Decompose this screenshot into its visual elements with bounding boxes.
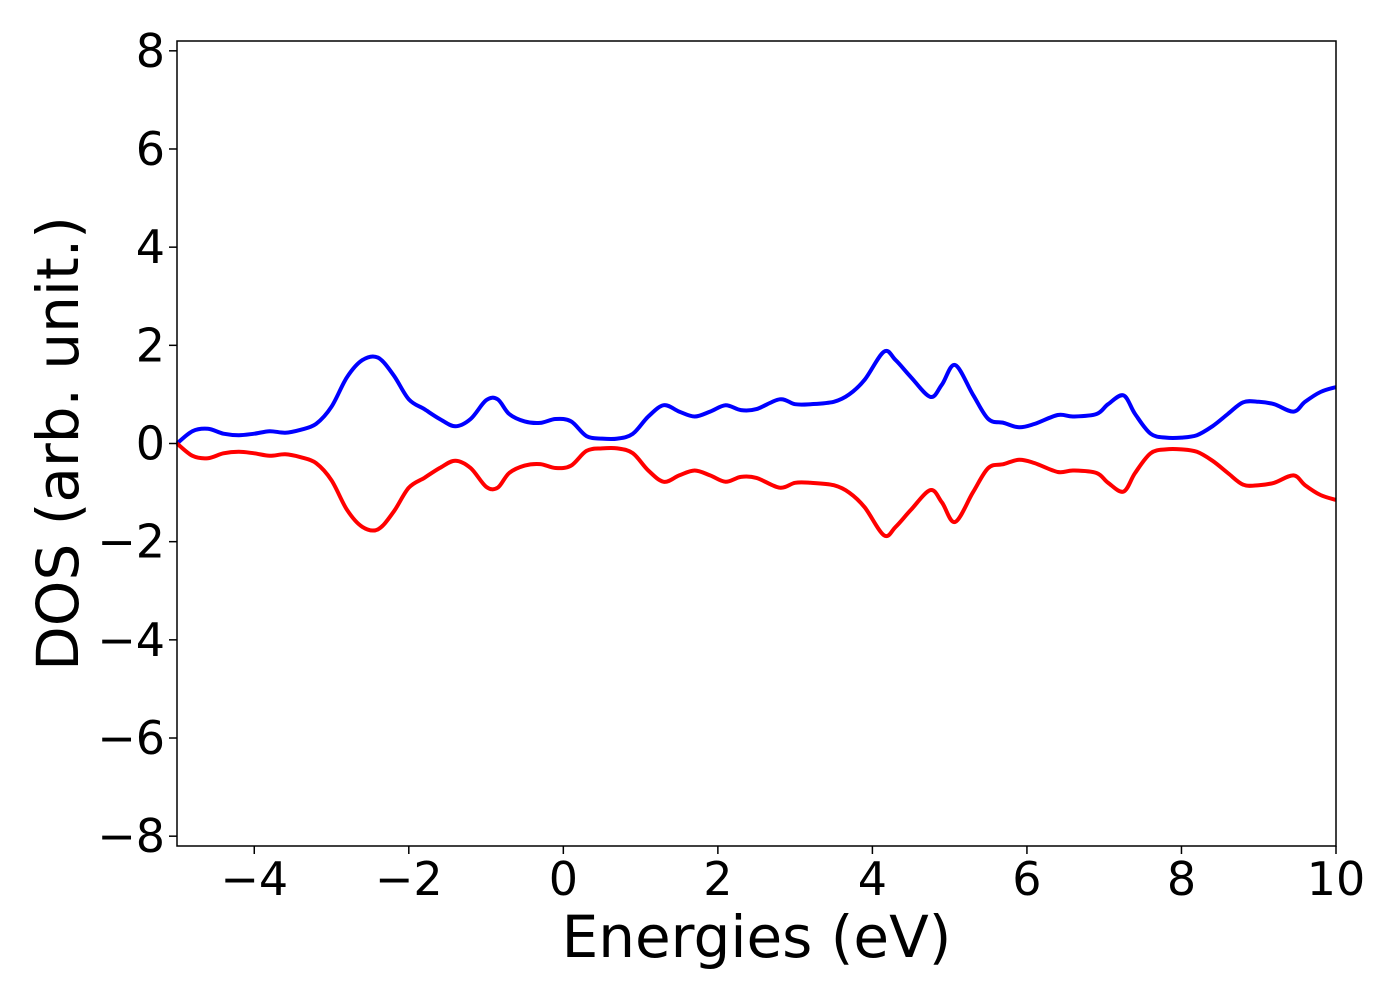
series-layer (175, 348, 1337, 539)
y-tick-label: 2 (136, 318, 165, 372)
y-tick-label: 6 (136, 122, 165, 176)
dos-spin-up-line (175, 348, 1337, 446)
y-tick-label: 4 (136, 220, 165, 274)
y-tick-label: 0 (136, 417, 165, 471)
x-tick-label: −4 (220, 852, 288, 906)
x-tick-label: 4 (858, 852, 887, 906)
y-tick-label: −2 (97, 515, 165, 569)
y-tick-label: 8 (136, 24, 165, 78)
x-tick-label: 6 (1012, 852, 1041, 906)
y-tick-label: −6 (97, 711, 165, 765)
y-axis-ticks: 8 6 4 2 0 −2 −4 −6 −8 (97, 24, 177, 863)
x-axis-ticks: −4 −2 0 2 4 6 8 10 (220, 846, 1365, 906)
x-tick-label: 8 (1167, 852, 1196, 906)
dos-spin-down-line (175, 441, 1337, 539)
x-tick-label: −2 (375, 852, 443, 906)
y-tick-label: −8 (97, 809, 165, 863)
x-tick-label: 0 (549, 852, 578, 906)
y-axis-label: DOS (arb. unit.) (24, 216, 92, 671)
y-tick-label: −4 (97, 613, 165, 667)
x-tick-label: 10 (1307, 852, 1366, 906)
x-axis-label: Energies (eV) (562, 903, 952, 971)
x-tick-label: 2 (703, 852, 732, 906)
plot-frame (176, 40, 1337, 847)
